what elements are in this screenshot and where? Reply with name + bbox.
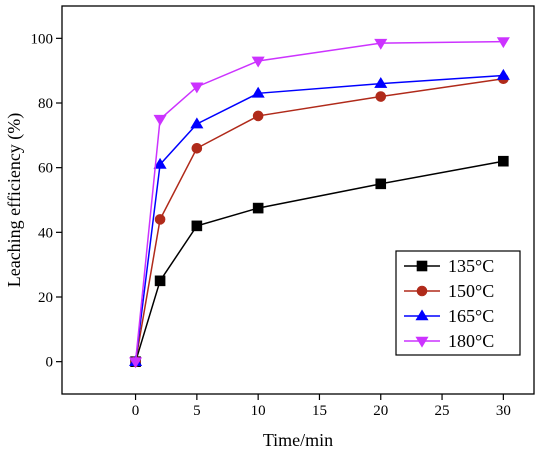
data-point: [374, 38, 388, 50]
y-tick-label: 40: [38, 225, 53, 241]
data-point: [375, 178, 387, 190]
plot-area: [129, 37, 510, 369]
data-point: [498, 155, 509, 167]
series-line: [134, 40, 504, 362]
data-point: [251, 56, 265, 68]
data-point: [154, 214, 166, 225]
x-axis: 0 5 10 15 20 25 30: [132, 394, 511, 419]
y-tick-label: 0: [46, 355, 54, 371]
data-point: [191, 220, 203, 232]
legend-marker: [416, 285, 428, 297]
data-point: [251, 86, 265, 98]
legend-item: 135°C: [404, 256, 494, 276]
x-axis-title: Time/min: [263, 430, 333, 450]
legend-marker: [416, 260, 428, 272]
data-point: [252, 202, 264, 214]
legend-label: 165°C: [448, 306, 494, 326]
series-line: [134, 74, 504, 362]
y-tick-label: 100: [31, 31, 54, 47]
series-3: [129, 37, 510, 369]
data-point: [153, 157, 167, 169]
x-tick-label: 30: [496, 403, 511, 419]
legend-item: 165°C: [404, 306, 494, 326]
series-line: [134, 78, 504, 362]
x-tick-label: 10: [251, 403, 266, 419]
series-2: [129, 68, 510, 366]
data-point: [252, 110, 264, 122]
data-point: [496, 37, 510, 49]
x-tick-label: 0: [132, 403, 140, 419]
legend-item: 180°C: [404, 331, 494, 351]
y-tick-label: 20: [38, 290, 53, 306]
plot-frame: [61, 5, 535, 395]
x-tick-label: 25: [435, 403, 450, 419]
data-point: [154, 275, 166, 287]
legend-marker: [415, 336, 429, 348]
x-tick-label: 5: [193, 403, 201, 419]
data-point: [374, 77, 388, 88]
y-axis: 0 20 40 60 80 100: [31, 31, 62, 371]
data-point: [496, 68, 510, 80]
y-axis-title: Leaching efficiency (%): [4, 113, 25, 288]
series-line: [134, 160, 504, 362]
data-point: [191, 142, 203, 154]
x-tick-label: 15: [312, 403, 327, 419]
legend-label: 135°C: [448, 256, 494, 276]
data-point: [129, 357, 143, 369]
legend-marker: [415, 309, 429, 321]
legend: 135°C 150°C 165°C 180°C: [395, 250, 521, 356]
y-tick-label: 60: [38, 161, 53, 177]
legend-label: 150°C: [448, 281, 494, 301]
data-point: [190, 117, 204, 129]
data-point: [375, 91, 387, 102]
data-point: [190, 82, 204, 94]
legend-label: 180°C: [448, 331, 494, 351]
y-tick-label: 80: [38, 96, 53, 112]
x-tick-label: 20: [373, 403, 388, 419]
legend-item: 150°C: [404, 281, 494, 301]
data-point: [153, 114, 167, 126]
